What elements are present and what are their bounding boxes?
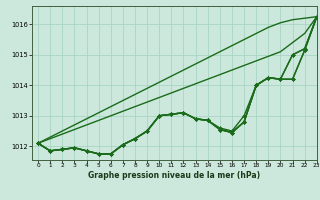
X-axis label: Graphe pression niveau de la mer (hPa): Graphe pression niveau de la mer (hPa) (88, 171, 260, 180)
